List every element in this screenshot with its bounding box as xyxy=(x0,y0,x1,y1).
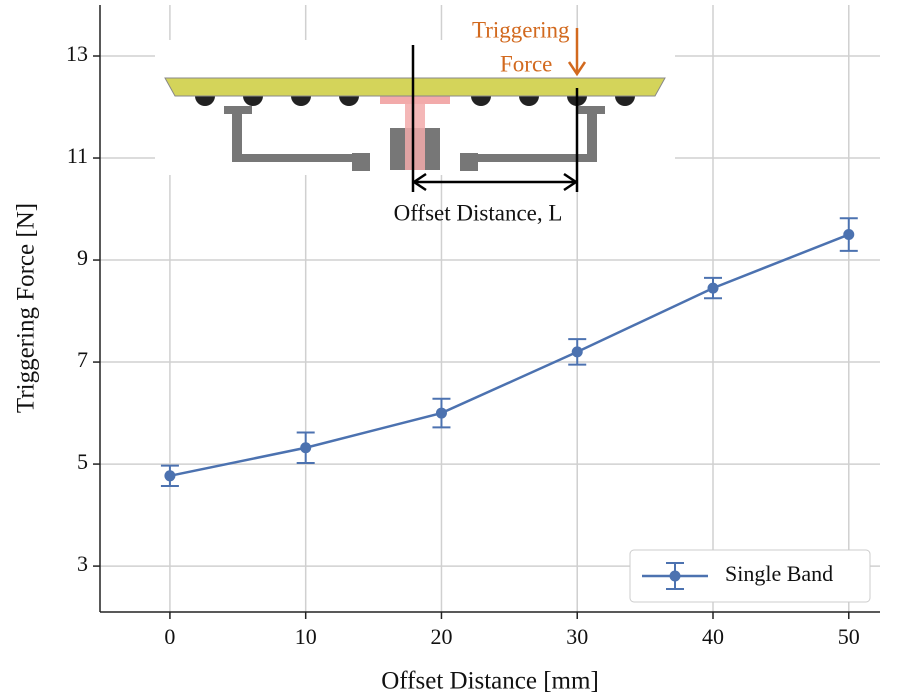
point xyxy=(435,407,447,419)
point xyxy=(707,282,719,294)
point xyxy=(571,346,583,358)
plot: 3 5 7 9 11 13 0 10 20 30 40 50 xyxy=(66,41,860,649)
arrow-heads xyxy=(411,172,579,192)
y-tick-label: 9 xyxy=(77,245,88,270)
x-tick-label: 50 xyxy=(838,624,860,649)
point xyxy=(300,442,312,454)
y-tick-label: 13 xyxy=(66,41,88,66)
series-line xyxy=(169,233,850,478)
band xyxy=(164,77,666,97)
legend-box xyxy=(629,549,871,603)
force-arrow-head xyxy=(567,61,587,77)
pink-stem xyxy=(405,96,425,170)
y-tick-label: 7 xyxy=(77,347,88,372)
x-tick-label: 10 xyxy=(295,624,317,649)
y-axis-label: Triggering Force [N] xyxy=(13,203,40,413)
x-tick-label: 0 xyxy=(164,624,175,649)
point xyxy=(843,229,855,241)
y-tick-label: 11 xyxy=(67,143,88,168)
legend-swatch xyxy=(669,570,681,582)
x-tick-label: 20 xyxy=(430,624,452,649)
x-tick-label: 30 xyxy=(566,624,588,649)
y-tick-label: 5 xyxy=(77,449,88,474)
annotation: Triggering xyxy=(472,17,570,42)
legend-label: Single Band xyxy=(725,561,833,586)
y-tick-label: 3 xyxy=(77,551,88,576)
legend: Single Band xyxy=(629,549,871,603)
annotation: Force xyxy=(500,51,552,76)
x-axis-label: Offset Distance [mm] xyxy=(381,668,599,695)
annotation: Offset Distance, L xyxy=(394,200,563,225)
x-tick-label: 40 xyxy=(702,624,724,649)
inset-diagram: Triggering Force Offset Distance, L xyxy=(155,17,675,225)
point xyxy=(164,470,176,482)
